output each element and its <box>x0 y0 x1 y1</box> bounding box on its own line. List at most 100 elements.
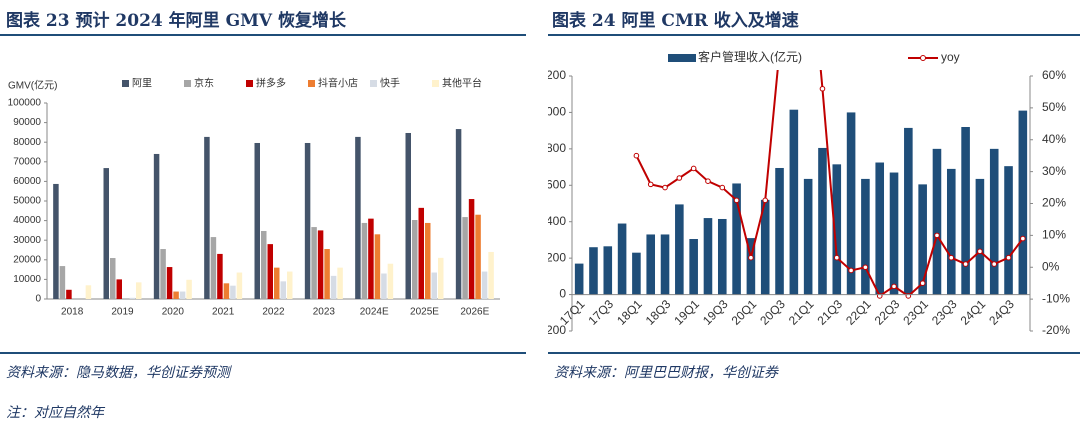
chart-title: 图表 24 阿里 CMR 收入及增速 <box>552 11 799 31</box>
point <box>690 165 697 172</box>
line <box>635 70 1024 298</box>
legend-swatch <box>246 80 253 87</box>
bar <box>818 147 827 295</box>
y-tick-label: 80000 <box>13 137 41 148</box>
y-tick-label: 1200 <box>548 68 566 82</box>
x-tick-label: 23Q3 <box>929 297 960 328</box>
x-tick-label: 2019 <box>111 307 134 318</box>
y-tick-label: 400 <box>548 214 566 228</box>
x-tick-label: 2020 <box>162 307 185 318</box>
bar <box>1004 166 1013 295</box>
bar <box>418 207 424 299</box>
x-tick-label: 19Q1 <box>671 297 702 328</box>
y-tick-label: 70000 <box>13 156 41 167</box>
source: 资料来源：隐马数据，华创证券预测 <box>6 365 230 381</box>
y2-tick-label: 20% <box>1042 196 1066 210</box>
x-tick-label: 2023 <box>313 307 336 318</box>
y2-tick-label: -10% <box>1042 291 1070 305</box>
bar <box>746 238 756 295</box>
bar <box>217 253 223 299</box>
bar <box>889 172 899 295</box>
bar <box>324 249 330 299</box>
x-tick-label: 20Q3 <box>757 297 788 328</box>
bar <box>803 178 813 295</box>
bar <box>186 279 192 299</box>
bar <box>617 223 627 295</box>
x-tick-label: 20Q1 <box>729 297 760 328</box>
bar <box>355 136 361 299</box>
bar <box>387 263 394 299</box>
legend-swatch <box>668 54 696 62</box>
rule <box>0 34 526 36</box>
bar <box>861 178 870 295</box>
legend-label: 京东 <box>194 77 214 90</box>
y-tick-label: 60000 <box>13 176 41 187</box>
bar <box>412 220 418 299</box>
y-tick-label: 30000 <box>13 235 41 246</box>
legend-swatch <box>370 80 377 87</box>
bar <box>381 273 387 299</box>
y-tick-label: 200 <box>548 250 566 264</box>
x-tick-label: 2026E <box>460 307 489 318</box>
x-tick-label: 19Q3 <box>700 297 731 328</box>
y2-tick-label: 0% <box>1042 259 1060 273</box>
bar <box>66 289 72 299</box>
legend-label: 其他平台 <box>442 77 482 90</box>
bar <box>405 132 411 299</box>
x-tick-label: 18Q3 <box>643 297 674 328</box>
bar <box>904 127 913 295</box>
bar <box>660 234 670 295</box>
bar <box>129 297 135 299</box>
x-tick-label: 23Q1 <box>900 297 931 328</box>
point <box>1005 254 1012 261</box>
legend-label: 抖音小店 <box>318 77 358 90</box>
point <box>919 280 926 286</box>
x-tick-label: 24Q3 <box>986 297 1017 328</box>
point <box>762 197 769 204</box>
y2-tick-label: 40% <box>1042 132 1066 146</box>
y2-tick-label: 10% <box>1042 228 1066 242</box>
bar <box>732 183 741 295</box>
point <box>719 184 726 191</box>
y-tick-label: 40000 <box>13 215 41 226</box>
bar <box>481 271 488 299</box>
bar <box>589 247 598 295</box>
bar <box>961 127 970 295</box>
bar <box>374 234 381 299</box>
y2-tick-label: 30% <box>1042 164 1066 178</box>
bar <box>230 285 236 299</box>
bar <box>431 272 437 299</box>
bar <box>254 142 260 299</box>
point <box>934 232 940 239</box>
x-tick-label: 2022 <box>262 307 285 318</box>
bar <box>918 184 927 295</box>
point <box>748 254 754 261</box>
point <box>891 283 897 290</box>
bar <box>603 246 613 295</box>
bar <box>703 218 713 295</box>
y-tick-label: 50000 <box>13 196 41 207</box>
point <box>733 197 740 204</box>
point <box>948 254 955 261</box>
bar <box>438 257 444 299</box>
x-tick-label: 2024E <box>360 307 389 318</box>
x-tick-label: 22Q1 <box>843 297 874 328</box>
y-tick-label: 90000 <box>13 117 41 128</box>
bar <box>204 136 210 299</box>
bar <box>455 129 462 299</box>
legend-swatch <box>184 80 191 87</box>
point <box>633 152 640 159</box>
y-tick-label: 100000 <box>8 98 42 109</box>
y-tick-label: 20000 <box>13 254 41 265</box>
y2-tick-label: 60% <box>1042 68 1066 82</box>
point <box>991 261 998 267</box>
y-tick-label: 10000 <box>13 274 41 285</box>
point <box>647 181 654 188</box>
x-tick-label: 21Q3 <box>814 297 845 328</box>
point <box>962 261 969 267</box>
point <box>833 254 840 261</box>
x-tick-label: 18Q1 <box>614 297 645 328</box>
bar <box>760 199 770 295</box>
x-tick-label: 2018 <box>61 307 84 318</box>
y-tick-label: -200 <box>548 323 566 337</box>
